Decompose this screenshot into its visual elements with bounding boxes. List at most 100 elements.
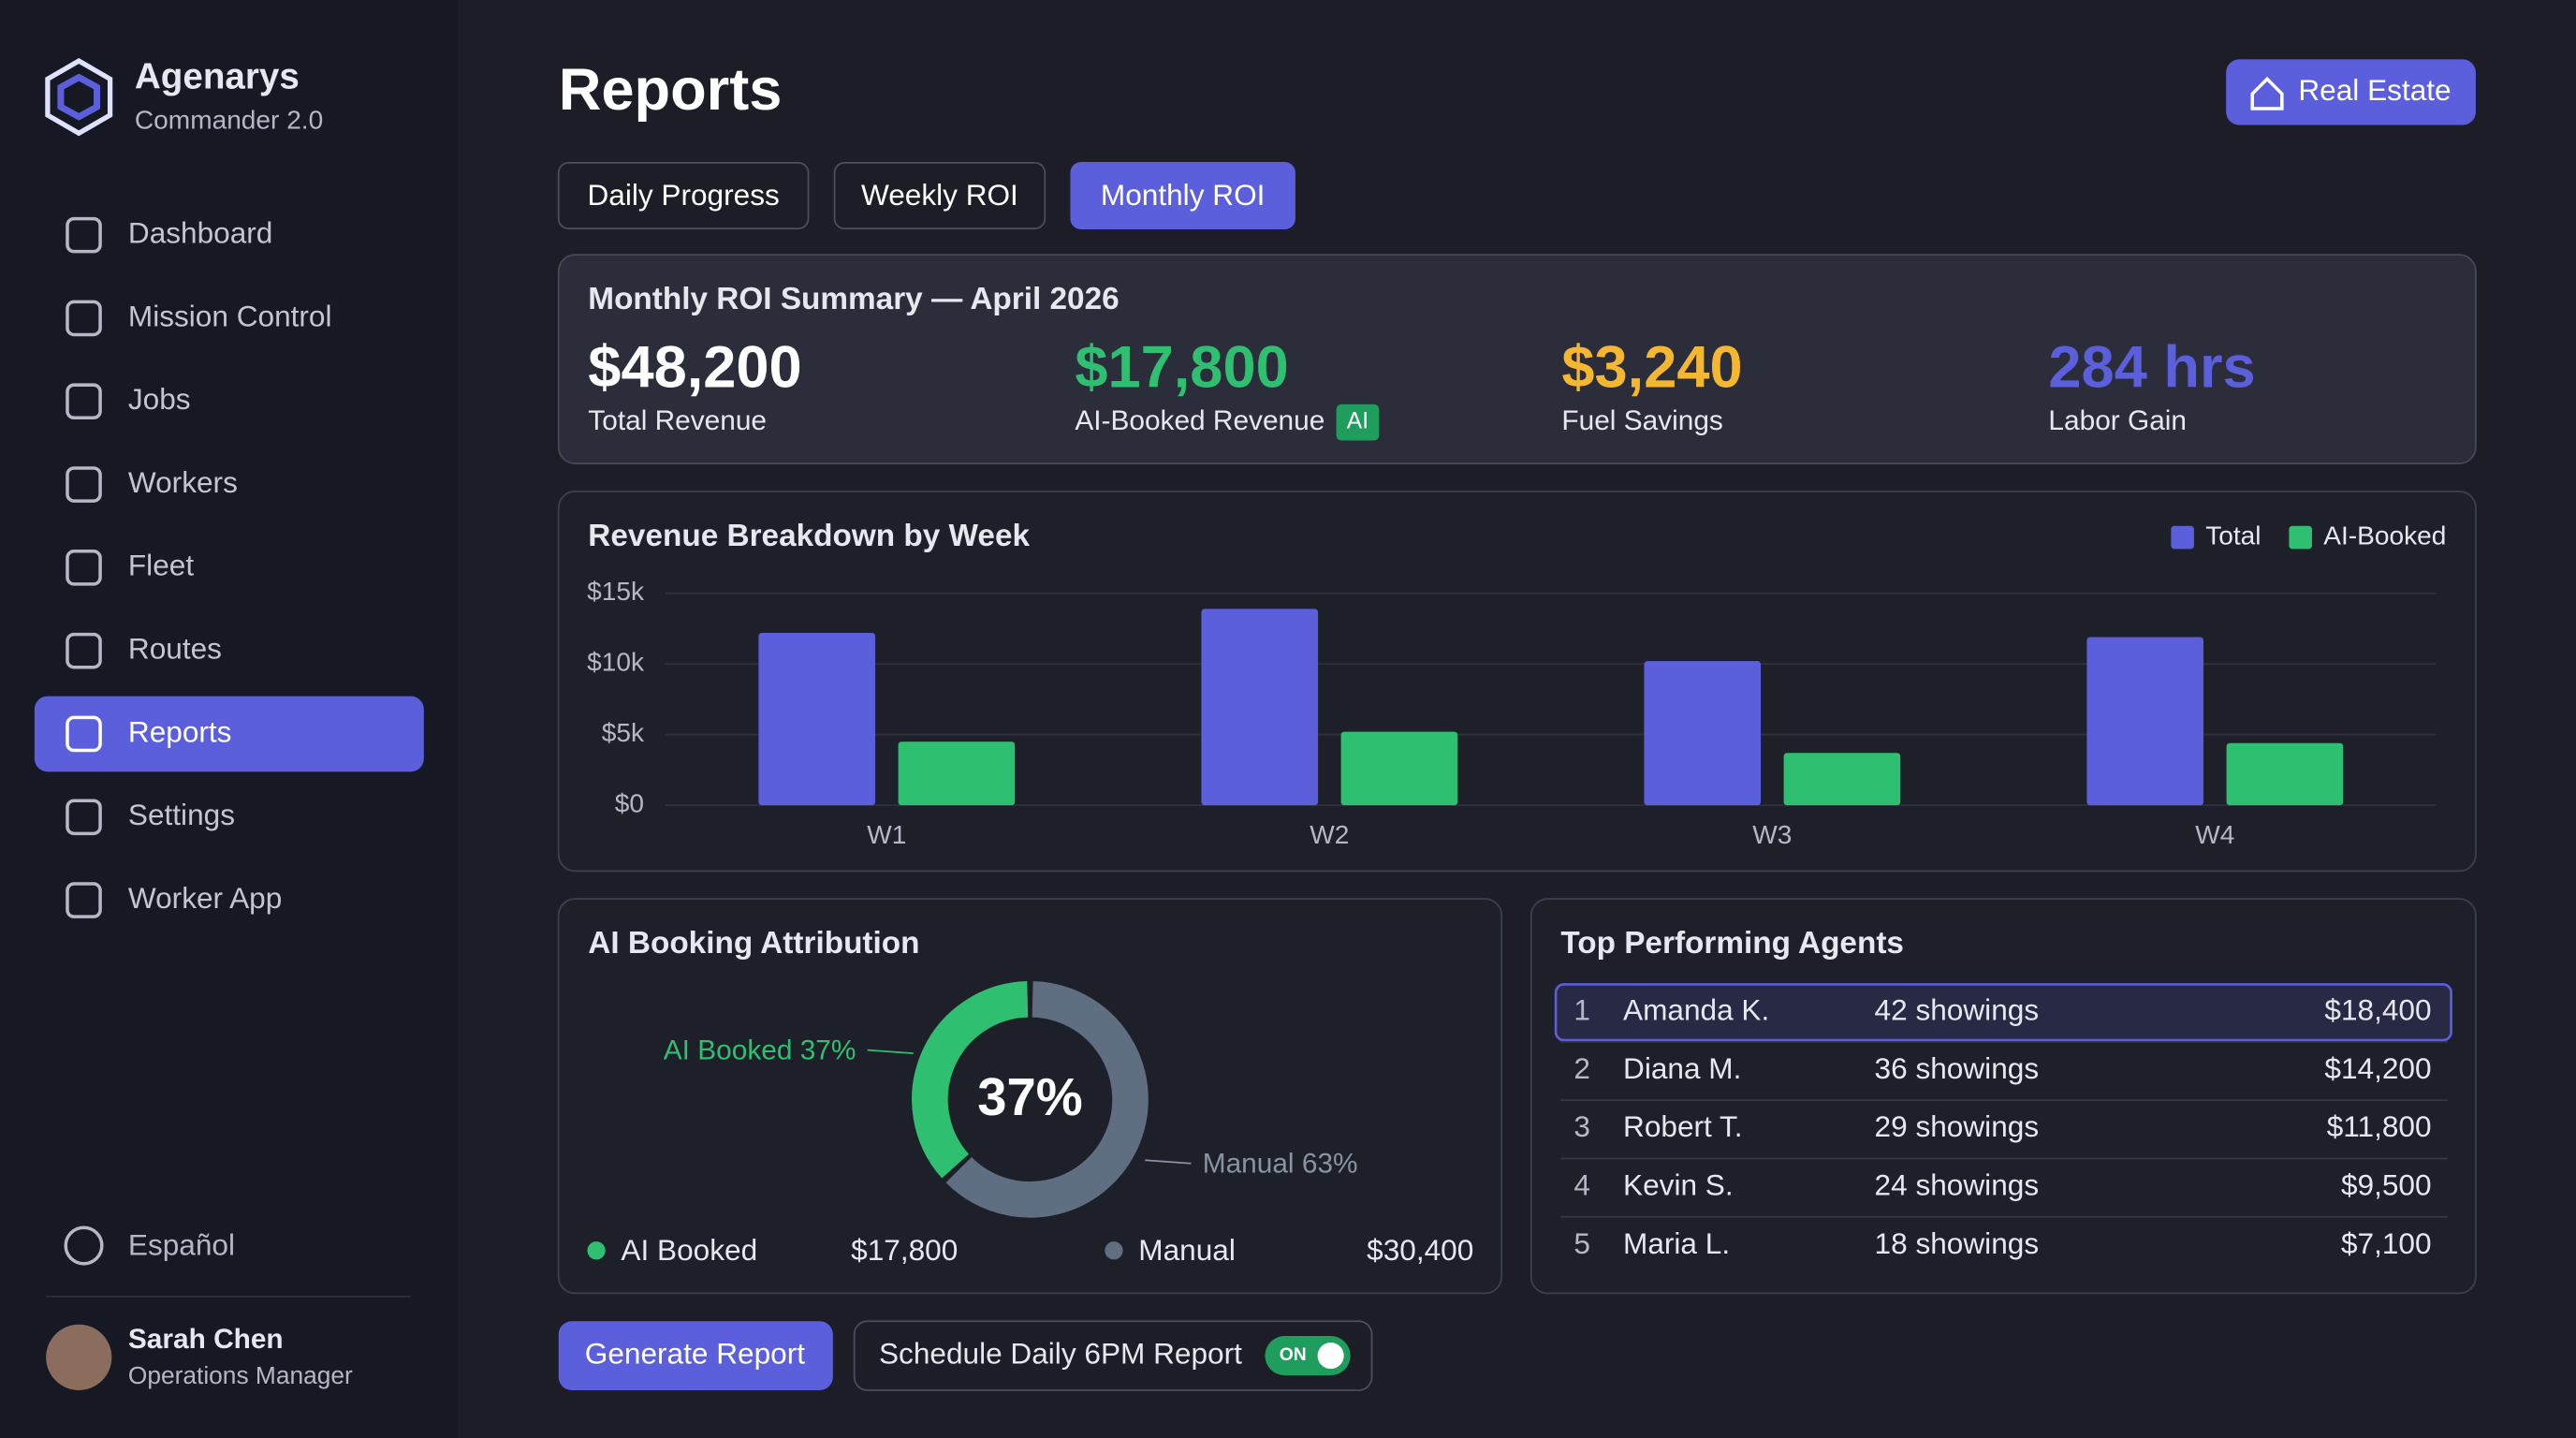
legend-swatch (2171, 525, 2194, 550)
metric-label: Fuel Savings (1561, 405, 1722, 436)
agent-rank: 4 (1573, 1168, 1590, 1202)
metric-label: Total Revenue (588, 405, 767, 436)
donut-slice (945, 980, 1149, 1218)
ai-badge (1336, 404, 1380, 441)
brand: Agenarys (135, 57, 300, 97)
tab-label: Monthly ROI (1101, 178, 1265, 212)
nav-icon (66, 550, 102, 586)
agent-name: Kevin S. (1623, 1168, 1734, 1202)
nav-icon (66, 632, 102, 669)
nav-item[interactable]: Routes (128, 632, 222, 666)
y-tick-label: $15k (587, 577, 645, 606)
nav-icon (66, 383, 102, 420)
agent-name: Maria L. (1623, 1226, 1730, 1260)
x-tick-label: W3 (1752, 820, 1792, 849)
attribution-card (557, 898, 1503, 1295)
agent-rank: 1 (1573, 993, 1590, 1027)
leader-line (867, 1049, 914, 1055)
nav-icon (66, 715, 102, 753)
slice-label: AI Booked 37% (664, 1034, 856, 1065)
nav-item[interactable]: Settings (128, 798, 235, 831)
version: Commander 2.0 (135, 105, 323, 134)
agent-revenue: $11,800 (2327, 1109, 2432, 1143)
nav-item[interactable]: Worker App (128, 881, 282, 915)
agent-revenue: $14,200 (2324, 1051, 2431, 1085)
agents-title: Top Performing Agents (1560, 926, 1904, 961)
metric-label: Labor Gain (2048, 405, 2187, 436)
agent-showings: 18 showings (1875, 1226, 2040, 1260)
industry-label: Real Estate (2298, 73, 2451, 107)
tab[interactable] (833, 162, 1046, 229)
agent-showings: 29 showings (1875, 1109, 2040, 1143)
metric-value: $17,800 (1075, 334, 1288, 400)
nav-icon (66, 466, 102, 503)
agent-rank: 3 (1573, 1109, 1590, 1143)
nav-item[interactable]: Reports (128, 714, 232, 748)
metric-label: AI-Booked Revenue (1075, 405, 1325, 436)
nav-icon (66, 799, 102, 836)
bar (2226, 742, 2344, 806)
nav-item[interactable]: Jobs (128, 382, 191, 416)
nav-icon (66, 216, 102, 254)
agent-revenue: $7,100 (2341, 1226, 2432, 1260)
legend-label: AI-Booked (2323, 521, 2446, 550)
home-icon (2250, 76, 2284, 110)
legend-dot (587, 1241, 606, 1260)
bar (898, 741, 1016, 806)
agent-rank: 2 (1573, 1051, 1590, 1085)
user-role: Operations Manager (128, 1361, 353, 1389)
globe-icon (64, 1225, 104, 1266)
agent-name: Diana M. (1623, 1051, 1741, 1085)
ai-badge-label: AI (1347, 409, 1368, 434)
y-tick-label: $5k (602, 718, 645, 747)
bar (1340, 731, 1458, 806)
metric-value: $48,200 (588, 334, 801, 400)
bar (1644, 661, 1762, 806)
nav-item[interactable]: Workers (128, 465, 238, 499)
logo (45, 58, 113, 137)
generate-label: Generate Report (585, 1336, 805, 1370)
bar (758, 632, 876, 806)
legend-dot (1105, 1241, 1123, 1260)
legend-label: Total (2205, 521, 2261, 550)
bar (1783, 753, 1901, 806)
donut-center: 37% (977, 1067, 1082, 1126)
nav-item[interactable]: Mission Control (128, 299, 332, 332)
legend-name: Manual (1138, 1233, 1236, 1267)
legend-amount: $17,800 (851, 1233, 958, 1267)
tab-label: Weekly ROI (861, 178, 1018, 212)
slice-label: Manual 63% (1203, 1148, 1358, 1179)
agent-rank: 5 (1573, 1226, 1590, 1260)
bar (1201, 609, 1319, 806)
industry-button[interactable] (2226, 59, 2476, 125)
nav-active-bg (34, 696, 424, 772)
metric-value: 284 hrs (2048, 334, 2255, 400)
toggle-label: ON (1280, 1345, 1307, 1365)
toggle-knob (1317, 1343, 1344, 1370)
summary-title: Monthly ROI Summary — April 2026 (588, 282, 1119, 316)
logo-inner (57, 73, 101, 121)
language[interactable]: Español (128, 1228, 235, 1262)
user-name: Sarah Chen (128, 1324, 284, 1355)
agent-showings: 24 showings (1875, 1168, 2040, 1202)
nav-item[interactable]: Dashboard (128, 215, 272, 249)
schedule-label: Schedule Daily 6PM Report (879, 1336, 1242, 1370)
leader-line (1145, 1159, 1192, 1165)
legend-swatch (2289, 525, 2312, 550)
schedule-button[interactable] (853, 1320, 1373, 1391)
y-tick-label: $10k (587, 648, 645, 677)
tab-label: Daily Progress (587, 178, 779, 212)
y-tick-label: $0 (615, 789, 644, 818)
agent-name: Amanda K. (1623, 993, 1769, 1027)
tab[interactable] (557, 162, 810, 229)
row-highlight[interactable] (1554, 983, 2452, 1042)
agent-showings: 36 showings (1875, 1051, 2040, 1085)
bar (2086, 637, 2204, 806)
summary-card (557, 254, 2477, 464)
chart-title: Revenue Breakdown by Week (588, 519, 1030, 553)
tab[interactable] (1070, 162, 1295, 229)
agent-revenue: $9,500 (2341, 1168, 2432, 1202)
generate-button[interactable] (558, 1321, 833, 1390)
nav-item[interactable]: Fleet (128, 549, 194, 582)
